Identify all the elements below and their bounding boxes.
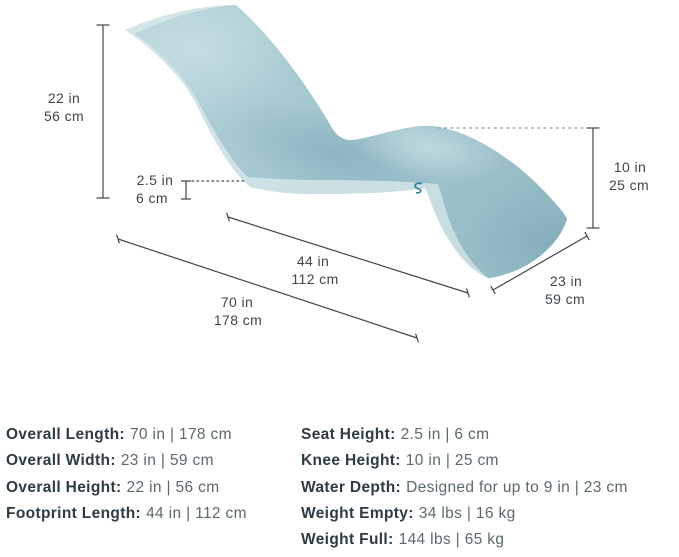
s-wave-logo-icon bbox=[414, 182, 423, 194]
spec-label: Overall Length: bbox=[6, 426, 125, 443]
footprint-length-label-in: 44 in bbox=[297, 253, 329, 269]
footprint-length-label-cm: 112 cm bbox=[291, 271, 338, 287]
spec-overall-width: Overall Width: 23 in | 59 cm bbox=[6, 448, 247, 474]
spec-weight-empty: Weight Empty: 34 lbs | 16 kg bbox=[301, 501, 628, 527]
dimension-end-tick bbox=[226, 212, 230, 222]
spec-value: Designed for up to 9 in | 23 cm bbox=[406, 478, 628, 496]
dimension-overall-width bbox=[490, 231, 590, 295]
spec-column-right: Seat Height: 2.5 in | 6 cm Knee Height: 10… bbox=[301, 422, 628, 553]
dimension-knee-height bbox=[438, 127, 600, 229]
spec-weight-full: Weight Full: 144 lbs | 65 kg bbox=[301, 527, 628, 553]
dimension-end-tick bbox=[415, 333, 419, 343]
dimension-line bbox=[117, 238, 418, 339]
overall-length-label-cm: 178 cm bbox=[214, 312, 262, 328]
foot-shadow bbox=[468, 180, 567, 278]
spec-value: 144 lbs | 65 kg bbox=[398, 531, 505, 549]
seat-height-label-cm: 6 cm bbox=[136, 190, 168, 206]
overall-height-label-in: 22 in bbox=[48, 90, 80, 106]
spec-label: Overall Width: bbox=[6, 452, 116, 470]
dimension-overall-length bbox=[116, 234, 419, 343]
spec-water-depth: Water Depth: Designed for up to 9 in | 23… bbox=[301, 475, 628, 501]
dimension-end-tick bbox=[584, 231, 590, 241]
spec-label: Overall Height: bbox=[6, 478, 122, 496]
dimension-end-tick bbox=[466, 288, 470, 298]
product-dimensions-diagram: 22 in 56 cm 2.5 in 6 cm 10 in 25 cm 44 i… bbox=[44, 5, 649, 343]
spec-value: 44 in | 112 cm bbox=[146, 504, 247, 522]
spec-label: Footprint Length: bbox=[6, 504, 142, 522]
spec-overall-height: Overall Height: 22 in | 56 cm bbox=[6, 475, 247, 501]
dimension-line bbox=[227, 216, 469, 294]
spec-label: Weight Empty: bbox=[301, 504, 414, 522]
spec-value: 22 in | 56 cm bbox=[126, 478, 220, 496]
spec-label: Knee Height: bbox=[301, 452, 401, 470]
spec-value: 70 in | 178 cm bbox=[129, 426, 232, 443]
dimension-footprint-length bbox=[226, 212, 470, 298]
seat-height-label-in: 2.5 in bbox=[137, 172, 174, 188]
spec-label: Weight Full: bbox=[301, 531, 394, 549]
spec-seat-height: Seat Height: 2.5 in | 6 cm bbox=[301, 422, 628, 448]
overall-height-label-cm: 56 cm bbox=[44, 108, 84, 124]
overall-width-label-in: 23 in bbox=[550, 273, 582, 289]
spec-value: 34 lbs | 16 kg bbox=[418, 504, 516, 522]
dimension-line bbox=[492, 235, 588, 291]
spec-value: 23 in | 59 cm bbox=[120, 452, 214, 470]
overall-width-label-cm: 59 cm bbox=[545, 291, 585, 307]
diagram-canvas: 22 in 56 cm 2.5 in 6 cm 10 in 25 cm 44 i… bbox=[44, 5, 649, 343]
knee-height-label-in: 10 in bbox=[614, 159, 646, 175]
spec-overall-length: Overall Length: 70 in | 178 cm bbox=[6, 422, 247, 448]
dimension-seat-height bbox=[181, 180, 248, 200]
spec-value: 2.5 in | 6 cm bbox=[400, 426, 490, 443]
spec-column-left: Overall Length: 70 in | 178 cm Overall Wi… bbox=[6, 422, 247, 527]
spec-knee-height: Knee Height: 10 in | 25 cm bbox=[301, 448, 628, 474]
dimension-end-tick bbox=[490, 285, 496, 295]
spec-footprint-length: Footprint Length: 44 in | 112 cm bbox=[6, 501, 247, 527]
spec-label: Water Depth: bbox=[301, 478, 402, 496]
spec-value: 10 in | 25 cm bbox=[405, 452, 499, 470]
spec-label: Seat Height: bbox=[301, 426, 396, 443]
overall-length-label-in: 70 in bbox=[221, 294, 253, 310]
dimension-end-tick bbox=[116, 234, 120, 244]
knee-height-label-cm: 25 cm bbox=[609, 177, 649, 193]
dimension-overall-height bbox=[96, 24, 110, 199]
